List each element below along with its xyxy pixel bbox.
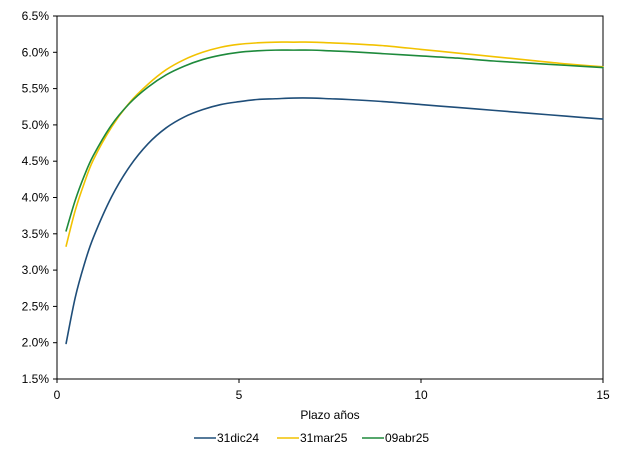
x-axis-ticks: 0 5 10 15 [54, 379, 610, 402]
x-axis-title: Plazo años [300, 408, 359, 422]
y-tick-label: 6.5% [22, 9, 50, 23]
y-tick-label: 3.0% [22, 263, 50, 277]
y-axis-ticks: 1.5% 2.0% 2.5% 3.0% 3.5% 4.0% 4.5% 5.0% 5.5% 6.0%… [22, 9, 57, 386]
y-tick-label: 5.0% [22, 118, 50, 132]
legend-label-31mar25: 31mar25 [300, 431, 348, 445]
y-tick-label: 4.5% [22, 154, 50, 168]
y-tick-label: 1.5% [22, 372, 50, 386]
series-line-31dic24 [65, 97, 604, 345]
legend-label-31dic24: 31dic24 [217, 431, 259, 445]
y-tick-label: 2.0% [22, 336, 50, 350]
legend-label-09abr25: 09abr25 [385, 431, 429, 445]
y-tick-label: 5.5% [22, 82, 50, 96]
y-tick-label: 2.5% [22, 299, 50, 313]
x-tick-label: 15 [596, 388, 610, 402]
series-lines [65, 41, 604, 345]
plot-border [56, 15, 604, 380]
x-tick-label: 0 [54, 388, 61, 402]
x-tick-label: 10 [414, 388, 428, 402]
plot-area [56, 15, 604, 380]
series-line-09abr25 [65, 49, 604, 232]
y-tick-label: 4.0% [22, 191, 50, 205]
x-tick-label: 5 [236, 388, 243, 402]
y-tick-label: 3.5% [22, 227, 50, 241]
series-line-31mar25 [65, 41, 604, 247]
legend: 31dic24 31mar25 09abr25 [194, 431, 429, 445]
y-tick-label: 6.0% [22, 45, 50, 59]
